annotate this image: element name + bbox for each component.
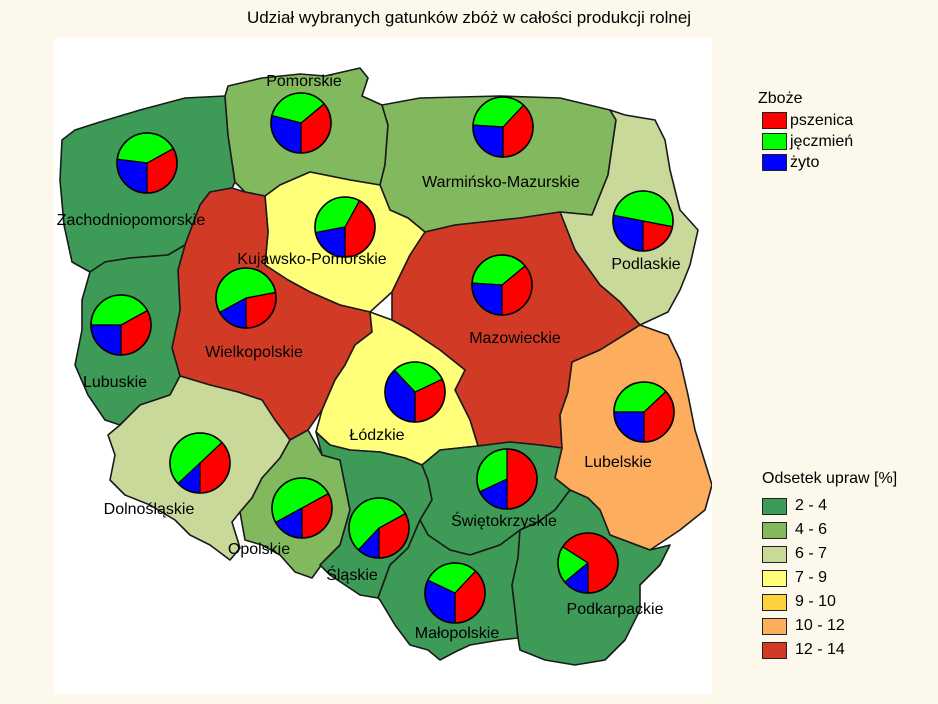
region-label-kujawsko-pomorskie: Kujawsko-Pomorskie — [237, 251, 386, 268]
legend-swatch-class — [762, 569, 787, 587]
pie-chart-dolnoslaskie — [169, 432, 231, 494]
pie-chart-warminsko-mazurskie — [472, 96, 534, 158]
share-legend-item: 10 - 12 — [762, 614, 897, 638]
share-legend-item: 6 - 7 — [762, 542, 897, 566]
legend-label-zyto: żyto — [790, 153, 820, 171]
region-label-swietokrzyskie: Świętokrzyskie — [451, 511, 557, 530]
cereal-legend-item: żyto — [758, 152, 853, 173]
labels-layer: Pomorskie Warmińsko-Mazurskie Zachodniop… — [57, 73, 681, 642]
pie-outline — [271, 477, 333, 539]
share-legend-item: 7 - 9 — [762, 566, 897, 590]
pie-outline — [472, 96, 534, 158]
pie-chart-lubuskie — [90, 294, 152, 356]
region-label-pomorskie: Pomorskie — [266, 73, 342, 90]
legend-class-label: 2 - 4 — [795, 497, 828, 514]
pie-chart-pomorskie — [270, 92, 332, 154]
legend-swatch-class — [762, 497, 787, 515]
legend-class-label: 12 - 14 — [795, 641, 845, 658]
region-label-podkarpackie: Podkarpackie — [567, 601, 664, 618]
pie-chart-kujawsko-pomorskie — [314, 196, 376, 258]
legend-swatch-zyto — [762, 154, 787, 171]
legend-swatch-class — [762, 641, 787, 659]
legend-class-label: 7 - 9 — [795, 569, 828, 586]
pie-outline — [424, 562, 486, 624]
legend-swatch-class — [762, 593, 787, 611]
region-label-lubelskie: Lubelskie — [584, 454, 652, 471]
pie-outline — [476, 448, 538, 510]
pie-outline — [384, 361, 446, 423]
share-legend-item: 9 - 10 — [762, 590, 897, 614]
pie-outline — [169, 432, 231, 494]
region-label-lubuskie: Lubuskie — [83, 374, 147, 391]
region-label-lodzkie: Łódzkie — [349, 427, 404, 444]
pie-chart-lubelskie — [613, 381, 675, 443]
pie-outline — [613, 381, 675, 443]
legend-class-label: 4 - 6 — [795, 521, 828, 538]
pie-outline — [314, 196, 376, 258]
pie-chart-slaskie — [348, 497, 410, 559]
map-title: Udział wybranych gatunków zbóż w całości… — [246, 8, 692, 27]
map-panel: Pomorskie Warmińsko-Mazurskie Zachodniop… — [54, 38, 712, 694]
legend-label-jeczmien: jęczmień — [790, 132, 854, 150]
cereal-legend-item: pszenica — [758, 110, 853, 131]
legend-swatch-pszenica — [762, 112, 787, 129]
poland-voivodeship-map: Pomorskie Warmińsko-Mazurskie Zachodniop… — [57, 67, 712, 666]
pie-chart-lodzkie — [384, 361, 446, 423]
legend-class-label: 10 - 12 — [795, 617, 845, 634]
pie-outline — [348, 497, 410, 559]
legend-label-pszenica: pszenica — [790, 111, 854, 129]
region-label-malopolskie: Małopolskie — [415, 625, 500, 642]
region-label-zachodniopomorskie: Zachodniopomorskie — [57, 212, 206, 229]
pie-outline — [270, 92, 332, 154]
region-label-dolnoslaskie: Dolnośląskie — [104, 501, 195, 518]
legend-swatch-class — [762, 521, 787, 539]
pies-layer — [90, 92, 675, 624]
legend-swatch-class — [762, 617, 787, 635]
pie-chart-mazowieckie — [471, 254, 533, 316]
share-legend-title: Odsetek upraw [%] — [762, 470, 898, 487]
legend-class-label: 6 - 7 — [795, 545, 828, 562]
pie-outline — [612, 190, 674, 252]
pie-chart-zachodniopomorskie — [116, 132, 178, 194]
cereal-legend-item: jęczmień — [758, 131, 853, 152]
pie-chart-podkarpackie — [557, 532, 619, 594]
share-legend: Odsetek upraw [%] 2 - 4 4 - 6 6 - 7 7 - … — [762, 470, 897, 662]
pie-chart-swietokrzyskie — [476, 448, 538, 510]
pie-chart-podlaskie — [612, 190, 674, 252]
pie-outline — [90, 294, 152, 356]
cereal-legend-title: Zboże — [758, 90, 803, 107]
pie-outline — [215, 267, 277, 329]
pie-chart-malopolskie — [424, 562, 486, 624]
legend-swatch-class — [762, 545, 787, 563]
region-label-warminsko-mazurskie: Warmińsko-Mazurskie — [422, 174, 580, 191]
share-legend-item: 4 - 6 — [762, 518, 897, 542]
region-label-wielkopolskie: Wielkopolskie — [205, 344, 303, 361]
pie-chart-opolskie — [271, 477, 333, 539]
legend-class-label: 9 - 10 — [795, 593, 836, 610]
pie-outline — [557, 532, 619, 594]
pie-chart-wielkopolskie — [215, 267, 277, 329]
region-label-mazowieckie: Mazowieckie — [469, 330, 561, 347]
share-legend-item: 12 - 14 — [762, 638, 897, 662]
share-legend-item: 2 - 4 — [762, 494, 897, 518]
legend-swatch-jeczmien — [762, 133, 787, 150]
region-label-podlaskie: Podlaskie — [611, 256, 680, 273]
cereal-legend: Zboże pszenica jęczmień żyto — [758, 90, 853, 173]
region-label-opolskie: Opolskie — [228, 541, 290, 558]
region-label-slaskie: Śląskie — [326, 565, 378, 584]
pie-outline — [116, 132, 178, 194]
pie-outline — [471, 254, 533, 316]
